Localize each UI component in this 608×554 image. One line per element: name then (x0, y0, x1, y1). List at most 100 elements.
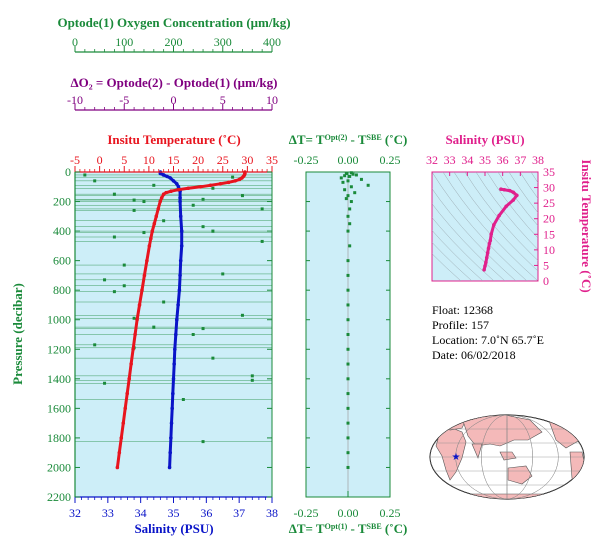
pressure-tick-label: 1800 (47, 431, 71, 445)
main-axes: 0 100 200 300 400-10 -5 0 5 10-5 0 5 10 15 20 25 30 3532… (47, 35, 281, 520)
temperature-point (156, 207, 161, 211)
delta-t-point (343, 188, 347, 192)
temperature-point (159, 196, 164, 200)
salinity-tick-label: 33 (102, 506, 114, 520)
ts-point (482, 267, 486, 272)
temperature-point (237, 177, 242, 182)
ts-y-tick-label: 10 (543, 243, 555, 257)
float-id: Float: 12368 (432, 303, 494, 317)
float-location-marker: ★ (452, 452, 461, 463)
main-panel: 0 100 200 300 400-10 -5 0 5 10-5 0 5 10 15 20 25 30 3532… (10, 15, 291, 536)
pressure-tick-label: 1600 (47, 401, 71, 415)
pressure-tick-label: 600 (53, 254, 71, 268)
delta-o2-point (83, 173, 87, 177)
temperature-point (150, 229, 155, 233)
delta-o2-point (260, 239, 264, 243)
temperature-point (158, 199, 163, 204)
temperature-point (218, 182, 223, 186)
delta-t-point (344, 197, 348, 201)
temperature-point (133, 332, 137, 337)
salinity-axis-title: Salinity (PSU) (134, 521, 213, 536)
delta-t-point (346, 288, 350, 292)
ts-point (488, 238, 493, 243)
oxygen-tick-label: 200 (165, 35, 183, 49)
delta-t-point (346, 229, 350, 233)
oxygen-tick-label: 100 (115, 35, 133, 49)
density-contour (486, 172, 538, 239)
density-contour (432, 242, 473, 281)
ts-x-tick-label: 37 (514, 153, 526, 167)
ts-point (499, 187, 503, 191)
density-contour (432, 253, 462, 281)
delta-o2-point (240, 194, 244, 198)
delta-o2-point (201, 197, 205, 201)
delta-o2-tick-label: 5 (220, 93, 226, 107)
salinity-point (173, 347, 177, 352)
salinity-point (167, 465, 172, 470)
temperature-point (233, 179, 237, 183)
temperature-point (115, 465, 120, 470)
temperature-point (123, 406, 128, 411)
ts-x-tick-label: 35 (479, 153, 491, 167)
density-contour (432, 217, 495, 281)
ts-point (507, 188, 512, 193)
temperature-point (119, 436, 124, 440)
salinity-point (177, 288, 182, 292)
delta-t-point (346, 451, 350, 455)
delta-o2-point (191, 333, 195, 336)
temperature-point (142, 273, 147, 278)
temperature-point (186, 186, 191, 191)
temperature-point (176, 187, 181, 192)
main-marks (83, 170, 264, 470)
salinity-point (178, 196, 182, 200)
world-map: ★ (429, 414, 585, 500)
delta-o2-point (93, 179, 97, 183)
oxygen-axis-title: Optode(1) Oxygen Concentration (μm/kg) (57, 15, 290, 30)
salinity-point (173, 332, 178, 337)
ts-point (486, 246, 491, 251)
ts-point (497, 213, 501, 218)
delta-t-point (348, 174, 352, 178)
delta-o2-point (152, 183, 156, 187)
salinity-point (178, 214, 183, 219)
pressure-tick-label: 800 (53, 283, 71, 297)
delta-t-point (346, 347, 350, 351)
delta-t-point (359, 177, 363, 181)
delta-t-point (346, 377, 350, 381)
salinity-point (171, 377, 176, 381)
salinity-point (168, 176, 173, 180)
delta-t-tick-label: 0.25 (380, 153, 401, 167)
delta-o2-point (152, 325, 156, 329)
ts-y-tick-label: 5 (543, 258, 549, 272)
temperature-point (125, 391, 130, 396)
delta-t-tick-label: 0.25 (380, 506, 401, 520)
ts-x-tick-label: 34 (461, 153, 473, 167)
ts-point (502, 187, 507, 192)
delta-o2-point (142, 200, 146, 204)
delta-o2-tick-label: -5 (119, 93, 129, 107)
temperature-axis-title: Insitu Temperature (˚C) (107, 132, 240, 147)
salinity-point (171, 179, 176, 183)
oxygen-tick-label: 300 (214, 35, 232, 49)
salinity-point (178, 273, 182, 278)
delta-o2-point (240, 313, 244, 317)
delta-o2-point (142, 231, 146, 235)
delta-o2-point (112, 235, 116, 239)
salinity-point (176, 303, 180, 307)
map-graticule (430, 415, 584, 499)
delta-o2-tick-label: 10 (266, 93, 278, 107)
temperature-point (127, 377, 131, 381)
ts-point (485, 251, 490, 255)
temperature-point (208, 183, 213, 188)
pressure-tick-label: 2200 (47, 490, 71, 504)
temperature-tick-label: 35 (266, 153, 278, 167)
delta-t-panel: -0.25 0.00 0.25 -0.25 0.00 0.25 ΔT= TOpt(2) -… (289, 132, 408, 536)
density-contour (432, 188, 517, 281)
temperature-tick-label: 10 (143, 153, 155, 167)
ts-point (483, 264, 487, 268)
salinity-tick-label: 36 (200, 506, 212, 520)
delta-t-point (349, 200, 353, 204)
delta-t-point (346, 259, 350, 263)
